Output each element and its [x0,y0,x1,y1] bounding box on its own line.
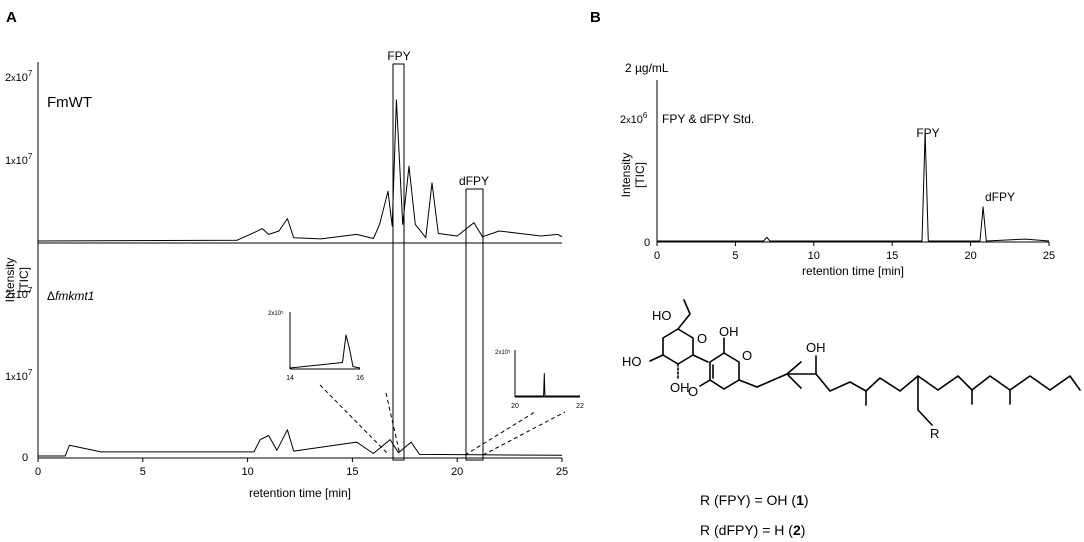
trace-std-line [657,132,1050,242]
polyene-chain [756,361,1081,392]
panel-a: A 2x107 1x107 2x107 1x107 0 Intensity [T… [3,9,584,500]
b-x-tick-label: 5 [732,250,738,262]
y-axis-unit: [TIC] [17,267,31,293]
atom-oh-sub: OH [670,380,690,395]
y-axis-label: Intensity [3,258,17,303]
y-tick-2e6: 2x106 [620,111,648,126]
inset-fpy-xtick-left: 14 [286,375,294,382]
fpy-std-peak-label: FPY [916,126,939,140]
a-x-tick-label: 15 [346,466,358,478]
a-x-tick-label: 5 [140,466,146,478]
atom-ho-left: HO [622,354,642,369]
atom-o-carbonyl: O [688,384,698,399]
fpy-peak-label: FPY [387,49,410,63]
y-tick-top-2e7: 2x107 [5,69,33,84]
inset-fpy: 2x10⁵ 14 16 [268,310,364,382]
atom-o-pyrone: O [742,348,752,363]
b-x-tick-label: 15 [886,250,898,262]
x-ticks-b: 0 5 10 15 20 25 [654,242,1055,262]
b-x-tick-label: 25 [1043,250,1055,262]
inset-dfpy-xtick-right: 22 [576,403,584,410]
y-tick-top-1e7: 1x107 [5,152,33,167]
trace-label-wt: FmWT [47,94,92,111]
y-axis-label-b: Intensity [619,153,633,198]
y-tick-bottom-0: 0 [22,452,28,464]
inset-fpy-trace [289,334,361,369]
atom-ho-top: HO [652,308,672,323]
a-x-tick-label: 25 [556,466,568,478]
b-x-tick-label: 10 [808,250,820,262]
chain-substituents [865,375,1011,426]
inset-dfpy-xtick-left: 20 [511,403,519,410]
panel-b-label: B [590,9,601,26]
x-axis-label-b: retention time [min] [802,264,904,278]
atom-oh-pyrone: OH [719,324,739,339]
a-x-tick-label: 0 [35,466,41,478]
b-x-tick-label: 20 [964,250,976,262]
dfpy-peak-label: dFPY [459,174,489,188]
a-x-tick-label: 20 [451,466,463,478]
panel-a-label: A [6,9,17,26]
atom-o-ring: O [697,331,707,346]
pyrone-ring [699,337,758,390]
inset-dfpy: 2x10⁵ 20 22 [495,349,584,410]
structure-legend-dfpy: R (dFPY) = H (2) [700,522,805,538]
chemical-structure: HO O HO OH OH O O OH R R (FPY) = OH (1) … [622,299,1081,538]
inset-dfpy-connector-right [482,411,566,456]
inset-dfpy-ytick: 2x10⁵ [495,349,511,356]
a-x-tick-label: 10 [241,466,253,478]
structure-legend-fpy: R (FPY) = OH (1) [700,492,809,508]
x-ticks: 0 5 10 15 20 25 [35,458,568,478]
inset-fpy-connector-right [385,392,401,456]
sugar-ring [649,299,709,381]
y-tick-bottom-1e7: 1x107 [5,368,33,383]
dfpy-std-peak-label: dFPY [985,190,1015,204]
inset-fpy-connector-left [319,384,390,456]
trace-label-ko: Δfmkmt1 [47,289,94,303]
fpy-highlight-box [392,63,405,461]
concentration-label: 2 µg/mL [625,61,669,75]
inset-fpy-ytick: 2x10⁵ [268,310,284,317]
y-tick-bottom-2e7: 2x107 [5,286,33,301]
x-axis-label: retention time [min] [249,486,351,500]
dfpy-highlight-box [465,188,484,461]
standard-label: FPY & dFPY Std. [662,112,754,126]
b-x-tick-label: 0 [654,250,660,262]
atom-oh-chain: OH [806,340,826,355]
trace-wt-line [37,99,563,242]
panel-b: B 2 µg/mL 2x106 FPY & dFPY Std. 0 Intens… [590,9,1055,278]
inset-fpy-xtick-right: 16 [356,375,364,382]
y-axis-unit-b: [TIC] [633,162,647,188]
inset-dfpy-connector-left [464,411,536,456]
inset-dfpy-trace [515,373,580,397]
y-tick-0: 0 [644,237,650,249]
atom-r: R [930,426,939,441]
trace-ko-line [38,429,563,457]
